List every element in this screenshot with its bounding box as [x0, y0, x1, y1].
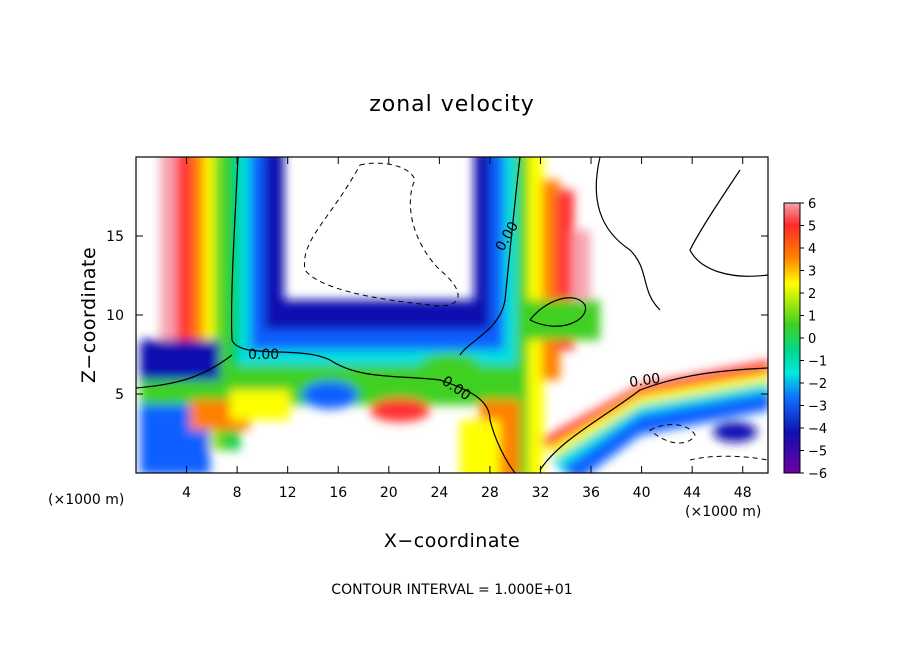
colorbar-gradient: [783, 202, 801, 474]
y-axis-title: Z−coordinate: [78, 247, 100, 383]
y-tick-label: 15: [106, 229, 124, 245]
colorbar-tick-label: 6: [808, 197, 816, 212]
y-tick-label: 5: [115, 387, 124, 403]
x-tick-label: 32: [532, 485, 550, 501]
x-tick-label: 12: [279, 485, 297, 501]
x-tick-label: 44: [683, 485, 701, 501]
colorbar-tick-label: 0: [808, 332, 816, 347]
colorbar-tick-label: 3: [808, 265, 816, 280]
colorbar-tick-label: 4: [808, 242, 816, 257]
x-unit-right: (×1000 m): [685, 504, 761, 520]
colorbar-tick-label: −5: [808, 445, 827, 460]
colorbar: 6 5 4 3 2 1 0 −1 −2 −3 −4 −5 −6: [783, 197, 827, 482]
x-tick-label: 16: [329, 485, 347, 501]
y-axis-ticks: 5 10 15: [106, 229, 768, 403]
colorbar-tick-label: −3: [808, 400, 827, 415]
x-tick-label: 40: [633, 485, 651, 501]
x-tick-label: 4: [182, 485, 191, 501]
colorbar-tick-label: −2: [808, 377, 827, 392]
x-tick-label: 28: [481, 485, 499, 501]
x-unit-left: (×1000 m): [48, 492, 124, 508]
colorbar-tick-label: −6: [808, 467, 827, 482]
x-tick-label: 20: [380, 485, 398, 501]
colorbar-ticks: 6 5 4 3 2 1 0 −1 −2 −3 −4 −5 −6: [800, 197, 827, 482]
heatmap-field: [136, 157, 768, 473]
x-tick-label: 8: [233, 485, 242, 501]
colorbar-tick-label: −1: [808, 355, 827, 370]
x-axis-ticks: 4 8 12 16 20 24 28 32 36 40 44 48: [182, 157, 752, 501]
colorbar-tick-label: 5: [808, 220, 816, 235]
colorbar-tick-label: 1: [808, 310, 816, 325]
colorbar-tick-label: 2: [808, 287, 816, 302]
colorbar-tick-label: −4: [808, 422, 827, 437]
x-tick-label: 48: [734, 485, 752, 501]
contour-interval-note: CONTOUR INTERVAL = 1.000E+01: [331, 582, 572, 598]
x-tick-label: 24: [430, 485, 448, 501]
y-tick-label: 10: [106, 308, 124, 324]
contour-label: 0.00: [248, 347, 279, 363]
x-axis-title: X−coordinate: [384, 530, 520, 552]
chart-title: zonal velocity: [369, 92, 535, 117]
x-tick-label: 36: [582, 485, 600, 501]
contour-label: 0.00: [628, 371, 661, 391]
